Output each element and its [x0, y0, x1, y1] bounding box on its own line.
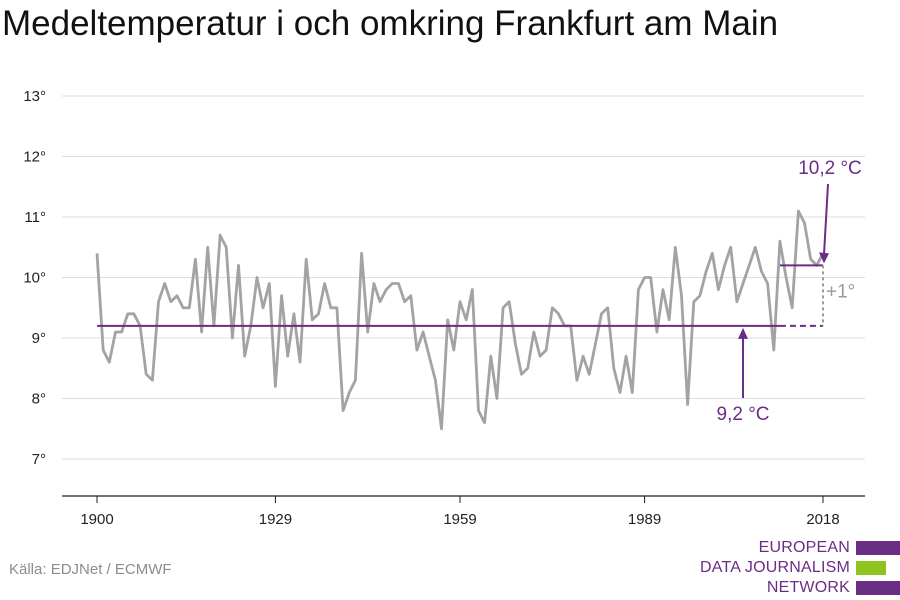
- x-tick-label: 1959: [443, 511, 476, 528]
- y-tick-labels: 7° 8° 9° 10° 11° 12° 13°: [23, 88, 46, 468]
- series-line: [95, 209, 825, 431]
- recent-arrow-shaft: [823, 183, 829, 255]
- logo-line-2: DATA JOURNALISM: [700, 559, 850, 576]
- source-note: Källa: EDJNet / ECMWF: [9, 561, 172, 578]
- baseline-arrow-head: [738, 327, 749, 339]
- y-tick-label: 8°: [32, 391, 46, 408]
- y-tick-label: 9°: [32, 330, 46, 347]
- y-tick-label: 13°: [23, 88, 46, 105]
- logo-bar-top: [856, 541, 900, 555]
- recent-arrow-head: [819, 252, 829, 264]
- series-layer: [95, 209, 825, 431]
- x-tick-label: 1989: [628, 511, 661, 528]
- annotations: 9,2 °C 10,2 °C +1°: [717, 158, 862, 425]
- y-tick-label: 11°: [24, 209, 46, 226]
- x-tick-label: 2018: [806, 511, 839, 528]
- x-tick-label: 1900: [80, 511, 113, 528]
- edjnet-logo: EUROPEAN DATA JOURNALISM NETWORK: [700, 537, 900, 597]
- logo-text: EUROPEAN DATA JOURNALISM NETWORK: [700, 538, 850, 598]
- logo-bar-middle: [856, 561, 886, 575]
- y-tick-label: 10°: [23, 270, 46, 287]
- y-tick-label: 7°: [32, 451, 46, 468]
- logo-line-3: NETWORK: [766, 579, 850, 596]
- chart-title: Medeltemperatur i och omkring Frankfurt …: [2, 4, 779, 43]
- x-tick-label: 1929: [259, 511, 292, 528]
- logo-line-1: EUROPEAN: [758, 539, 850, 556]
- recent-label: 10,2 °C: [798, 158, 862, 179]
- baseline-label: 9,2 °C: [717, 404, 770, 425]
- y-tick-label: 12°: [23, 149, 46, 166]
- logo-bar-bottom: [856, 581, 900, 595]
- x-axis: 1900 1929 1959 1989 2018: [62, 495, 865, 528]
- difference-label: +1°: [826, 282, 855, 303]
- reference-lines: [97, 264, 824, 327]
